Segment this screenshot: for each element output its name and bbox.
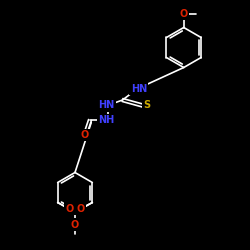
Text: O: O [180,9,188,19]
Text: O: O [76,204,85,214]
Text: S: S [144,100,150,110]
Text: O: O [65,204,74,214]
Text: NH: NH [98,115,114,125]
Text: HN: HN [130,84,147,94]
Text: O: O [81,130,89,140]
Text: O: O [71,220,79,230]
Text: HN: HN [98,100,114,110]
